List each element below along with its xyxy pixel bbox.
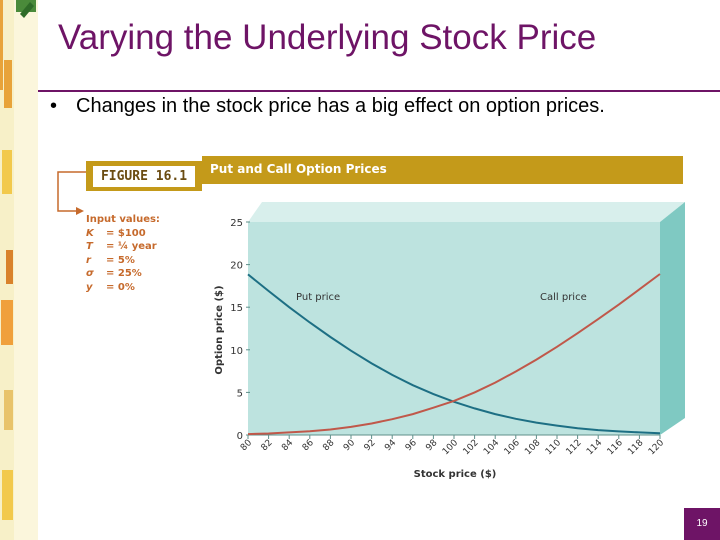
x-tick-label: 114: [585, 438, 604, 457]
input-value-row: T = ¼ year: [86, 240, 160, 254]
equals-sign: =: [106, 227, 118, 239]
page-number: 19: [696, 518, 708, 529]
y-axis: 0 5 10 15 20 25: [230, 218, 250, 442]
x-tick-label: 118: [626, 438, 645, 457]
equals-sign: =: [106, 281, 118, 293]
input-values-list: K = $100 T = ¼ year r = 5% σ = 25% y = 0%: [86, 227, 160, 295]
series-group: [247, 273, 661, 436]
figure-caption: Put and Call Option Prices: [210, 162, 387, 176]
input-symbol: T: [86, 241, 93, 252]
input-symbol: r: [86, 254, 91, 266]
page-number-box: 19: [684, 508, 720, 540]
input-value: ¼ year: [117, 241, 157, 252]
left-decoration: [0, 0, 38, 540]
x-tick-label: 94: [383, 438, 398, 453]
x-tick-label: 86: [301, 438, 316, 453]
equals-sign: =: [106, 268, 118, 279]
figure-label: FIGURE 16.1: [100, 169, 188, 184]
x-tick-label: 82: [260, 438, 275, 453]
input-symbol: σ: [86, 268, 94, 279]
plot-top-face: [248, 202, 685, 222]
y-tick-label: 10: [230, 346, 243, 357]
x-tick-label: 120: [647, 438, 666, 457]
input-value-row: σ = 25%: [86, 267, 160, 281]
figure-caption-bar: Put and Call Option Prices: [202, 156, 683, 184]
input-value: $100: [117, 227, 146, 239]
x-tick-label: 116: [606, 438, 625, 457]
call-price-line: [247, 273, 661, 436]
x-tick-label: 112: [564, 438, 583, 457]
x-axis: 80 82 84 86 88 90 92 94 96 98 100 102 104 106 108 110 11…: [239, 435, 666, 457]
input-symbol: K: [86, 227, 94, 239]
x-tick-label: 106: [503, 438, 522, 457]
input-value-row: y = 0%: [86, 281, 160, 295]
input-symbol: y: [86, 281, 93, 293]
input-value: 5%: [117, 254, 135, 266]
annotation-call-price: Call price: [540, 292, 587, 303]
x-tick-label: 90: [342, 438, 357, 453]
x-tick-label: 98: [424, 438, 439, 453]
plot-side-face: [660, 202, 685, 435]
y-axis-label: Option price ($): [214, 285, 225, 374]
inputs-heading: Input values:: [86, 214, 160, 225]
x-tick-label: 92: [363, 438, 378, 453]
input-value-row: r = 5%: [86, 254, 160, 268]
input-value: 0%: [117, 281, 135, 293]
equals-sign: =: [106, 254, 118, 266]
input-value: 25%: [117, 268, 142, 279]
x-tick-label: 100: [441, 438, 460, 457]
y-tick-label: 15: [230, 303, 243, 314]
title-divider: [38, 90, 720, 92]
x-tick-label: 104: [482, 438, 501, 457]
x-tick-label: 84: [280, 438, 295, 453]
x-axis-label: Stock price ($): [414, 469, 497, 480]
x-tick-label: 110: [544, 438, 563, 457]
figure-label-box: FIGURE 16.1: [86, 161, 202, 191]
x-tick-label: 96: [404, 438, 419, 453]
bullet-dot: •: [50, 95, 58, 117]
input-value-row: K = $100: [86, 227, 160, 241]
plot-area: [248, 222, 660, 435]
y-tick-label: 20: [230, 261, 243, 272]
bullet-text: Changes in the stock price has a big eff…: [76, 95, 605, 117]
x-tick-label: 102: [461, 438, 480, 457]
equals-sign: =: [106, 241, 118, 252]
input-values: Input values: K = $100 T = ¼ year r = 5% σ = 25…: [86, 213, 160, 294]
x-tick-label: 88: [321, 438, 336, 453]
y-tick-label: 5: [237, 388, 243, 399]
y-tick-label: 25: [230, 218, 243, 229]
slide-title: Varying the Underlying Stock Price: [58, 18, 597, 57]
y-tick-label: 0: [237, 431, 243, 442]
x-tick-label: 108: [523, 438, 542, 457]
annotation-put-price: Put price: [296, 292, 340, 303]
